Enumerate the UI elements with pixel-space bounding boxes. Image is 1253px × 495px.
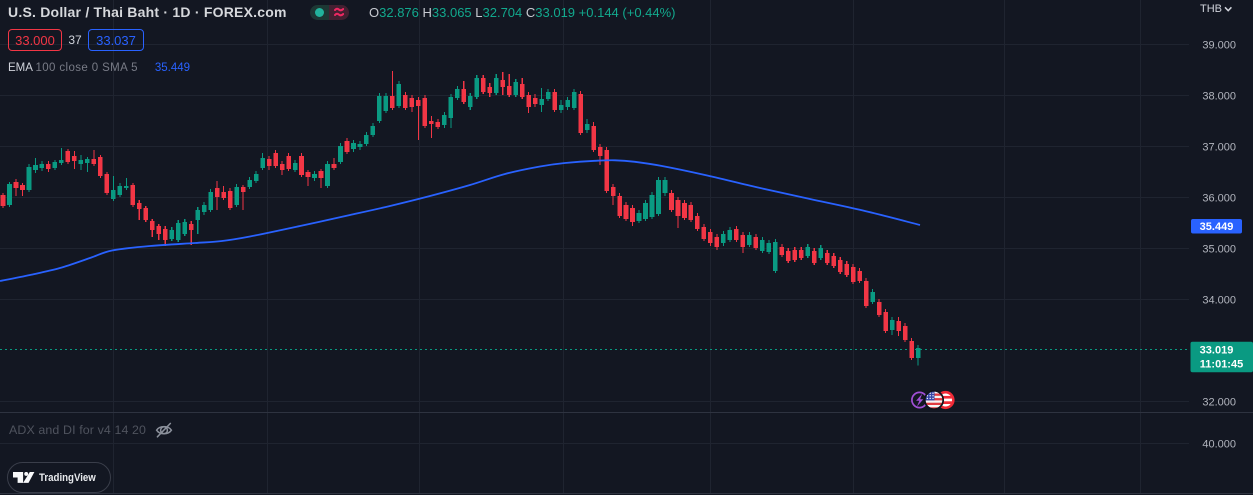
svg-text:36.000: 36.000 — [1202, 193, 1236, 205]
svg-text:34.000: 34.000 — [1202, 295, 1236, 307]
svg-text:35.000: 35.000 — [1202, 244, 1236, 256]
svg-text:40.000: 40.000 — [1202, 439, 1236, 451]
svg-text:33.019: 33.019 — [1200, 345, 1234, 357]
svg-text:38.000: 38.000 — [1202, 91, 1236, 103]
svg-text:32.000: 32.000 — [1202, 397, 1236, 409]
svg-text:35.449: 35.449 — [1200, 221, 1234, 233]
svg-text:37.000: 37.000 — [1202, 142, 1236, 154]
svg-text:39.000: 39.000 — [1202, 40, 1236, 52]
svg-text:11:01:45: 11:01:45 — [1200, 359, 1243, 371]
svg-text:THB: THB — [1200, 3, 1222, 15]
